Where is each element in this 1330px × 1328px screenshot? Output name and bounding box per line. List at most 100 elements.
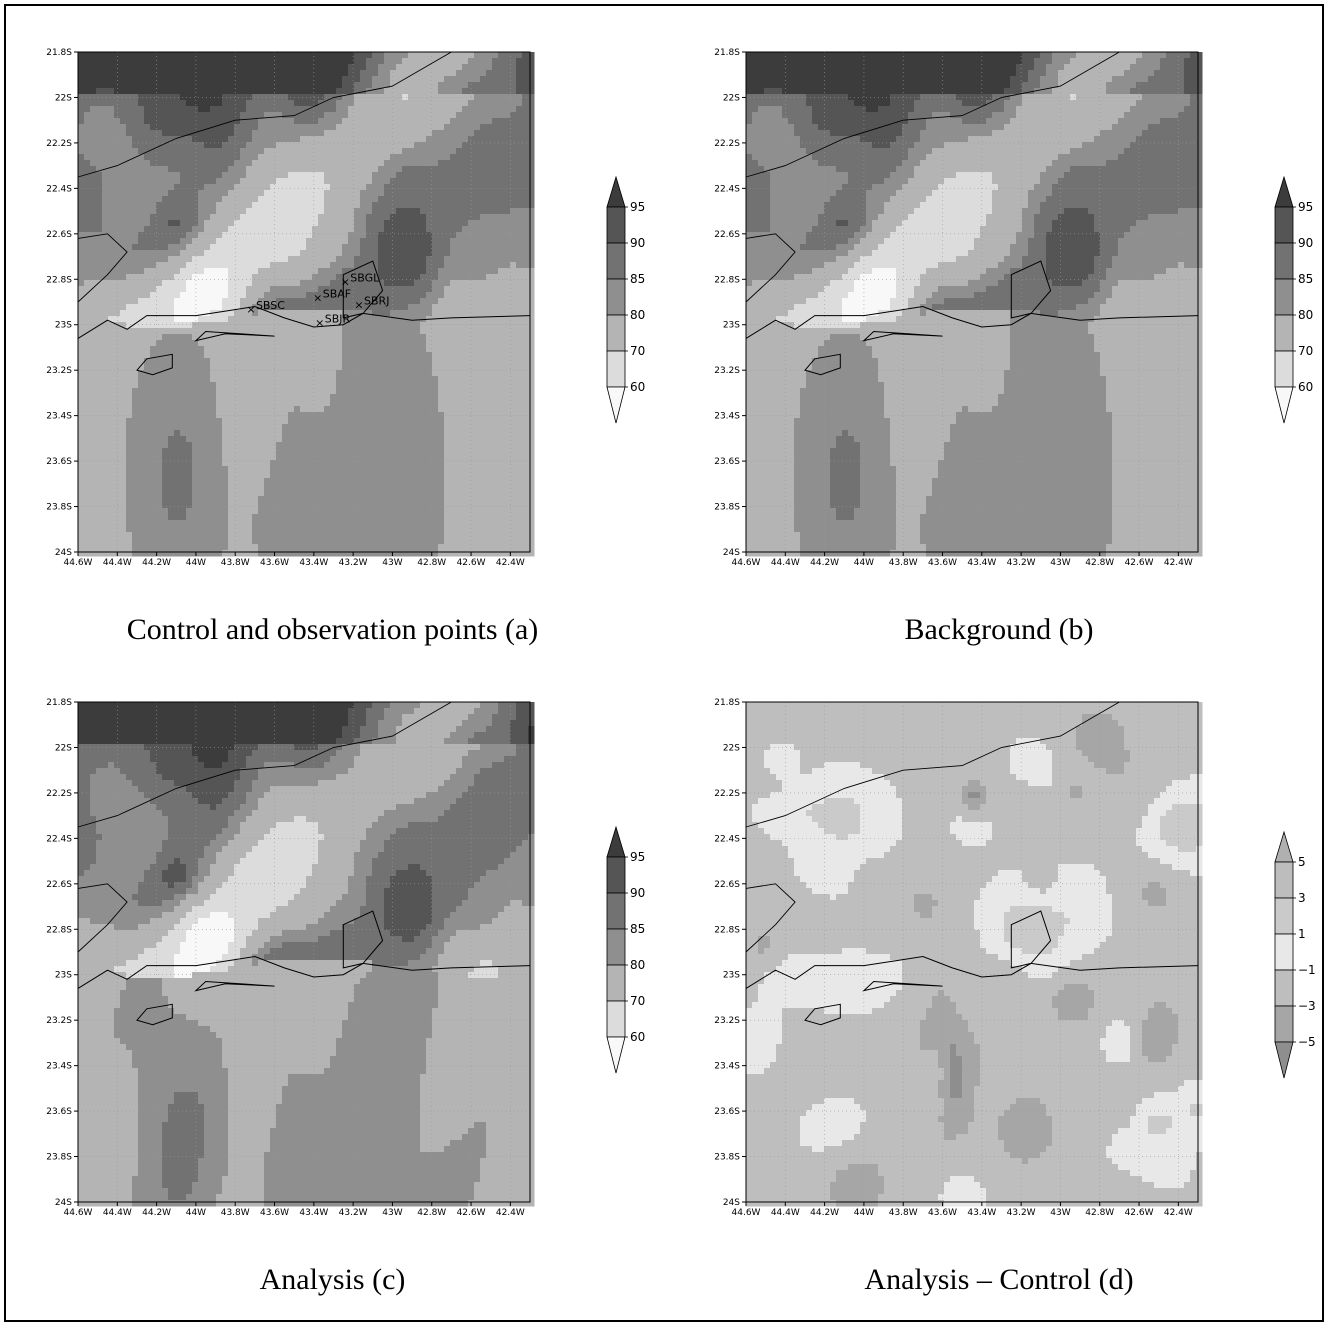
lon-tick-label: 44W xyxy=(854,1208,874,1218)
guanabara-bay xyxy=(342,260,384,319)
lon-tick-label: 42.6W xyxy=(457,558,486,568)
lat-tick-label: 24S xyxy=(55,548,72,558)
colorbar-level-label: 60 xyxy=(630,380,645,394)
west-border xyxy=(77,233,128,303)
lon-tick-label: 43.4W xyxy=(967,1208,996,1218)
caption-background: Background (b) xyxy=(668,613,1330,647)
lon-tick-label: 43.8W xyxy=(221,558,250,568)
lon-tick-label: 43W xyxy=(382,1208,402,1218)
colorbar-level-label: 60 xyxy=(1298,380,1313,394)
lon-tick-label: 42.8W xyxy=(417,558,446,568)
station-marker: × xyxy=(246,303,255,316)
lon-tick-label: 43W xyxy=(382,558,402,568)
lat-tick-label: 23S xyxy=(723,971,740,981)
marambaia xyxy=(862,330,943,342)
state-border xyxy=(77,701,452,828)
caption-control: Control and observation points (a) xyxy=(0,613,665,647)
lat-tick-label: 22S xyxy=(723,743,740,753)
lon-tick-label: 43.2W xyxy=(339,558,368,568)
lat-tick-label: 22.2S xyxy=(714,789,740,799)
plot-frame xyxy=(745,701,1199,1203)
lat-tick-label: 23.4S xyxy=(714,412,740,422)
lat-tick-label: 22.6S xyxy=(46,230,72,240)
lon-tick-label: 43.6W xyxy=(928,558,957,568)
lat-tick-label: 22.8S xyxy=(46,925,72,935)
lat-tick-label: 23.2S xyxy=(714,1016,740,1026)
guanabara-bay xyxy=(342,910,384,969)
lat-tick-label: 24S xyxy=(55,1198,72,1208)
lon-tick-label: 44.2W xyxy=(810,558,839,568)
lon-tick-label: 44.2W xyxy=(810,1208,839,1218)
lat-tick-label: 22.8S xyxy=(46,275,72,285)
lat-tick-label: 22S xyxy=(55,93,72,103)
lat-tick-label: 23.4S xyxy=(714,1062,740,1072)
station-label: SBAF xyxy=(323,287,351,300)
lat-tick-label: 23.6S xyxy=(46,1107,72,1117)
lat-tick-label: 22.2S xyxy=(46,139,72,149)
lat-tick-label: 21.8S xyxy=(46,698,72,708)
colorbar-level-label: 5 xyxy=(1298,855,1306,869)
lon-tick-label: 42.4W xyxy=(496,1208,525,1218)
colorbar-level-label: 95 xyxy=(630,850,645,864)
guanabara-bay xyxy=(1010,910,1052,969)
lon-tick-label: 43.6W xyxy=(260,558,289,568)
colorbar-level-label: −1 xyxy=(1298,963,1316,977)
lat-tick-label: 23.6S xyxy=(714,1107,740,1117)
station-label: SBSC xyxy=(256,299,285,312)
lon-tick-label: 43.8W xyxy=(889,558,918,568)
lat-tick-label: 22.4S xyxy=(714,184,740,194)
marambaia xyxy=(194,980,275,992)
colorbar: 5 3 1 −1 −3 −5 xyxy=(1274,830,1316,1079)
panel-analysis: 21.8S 22S 22.2S 22.4S 22.6S 22.8S 23S 23.2S 23.4… xyxy=(0,650,665,1300)
lon-tick-label: 42.6W xyxy=(457,1208,486,1218)
colorbar-level-label: 80 xyxy=(630,308,645,322)
lon-tick-label: 42.6W xyxy=(1125,558,1154,568)
lon-tick-label: 44W xyxy=(186,558,206,568)
plot-frame xyxy=(745,51,1199,553)
colorbar-level-label: 70 xyxy=(1298,344,1313,358)
lat-tick-label: 23.4S xyxy=(46,412,72,422)
map-background: 21.8S 22S 22.2S 22.4S 22.6S 22.8S 23S 23.2S 23.4… xyxy=(714,48,1313,568)
colorbar-level-label: 90 xyxy=(1298,236,1313,250)
lat-tick-label: 21.8S xyxy=(46,48,72,58)
lon-tick-label: 43.4W xyxy=(299,558,328,568)
lat-tick-label: 23.8S xyxy=(46,1153,72,1163)
map-analysis: 21.8S 22S 22.2S 22.4S 22.6S 22.8S 23S 23.2S 23.4… xyxy=(46,698,645,1218)
state-border xyxy=(745,701,1120,828)
lat-tick-label: 23.8S xyxy=(714,503,740,513)
panel-background: 21.8S 22S 22.2S 22.4S 22.6S 22.8S 23S 23.2S 23.4… xyxy=(668,0,1330,650)
lon-tick-label: 42.8W xyxy=(1085,558,1114,568)
colorbar-level-label: −3 xyxy=(1298,999,1316,1013)
lon-tick-label: 44W xyxy=(854,558,874,568)
panel-difference: 21.8S 22S 22.2S 22.4S 22.6S 22.8S 23S 23.2S 23.4… xyxy=(668,650,1330,1300)
lat-tick-label: 22.4S xyxy=(714,834,740,844)
lon-tick-label: 43.2W xyxy=(1007,1208,1036,1218)
lon-tick-label: 43.8W xyxy=(889,1208,918,1218)
colorbar-level-label: 70 xyxy=(630,344,645,358)
lat-tick-label: 21.8S xyxy=(714,698,740,708)
plot-frame xyxy=(77,51,531,553)
lon-tick-label: 43.4W xyxy=(967,558,996,568)
lat-tick-label: 21.8S xyxy=(714,48,740,58)
lon-tick-label: 42.4W xyxy=(496,558,525,568)
colorbar: 95 90 85 80 70 60 xyxy=(606,825,645,1074)
contour-field xyxy=(746,702,1203,1207)
guanabara-bay xyxy=(1010,260,1052,319)
state-border xyxy=(745,51,1120,178)
colorbar-level-label: −5 xyxy=(1298,1035,1316,1049)
lon-tick-label: 44.4W xyxy=(771,558,800,568)
contour-field xyxy=(746,52,1203,557)
station-marker: × xyxy=(341,276,350,289)
coastline xyxy=(77,955,531,989)
lat-tick-label: 22.6S xyxy=(714,880,740,890)
lon-tick-label: 43.6W xyxy=(928,1208,957,1218)
lat-tick-label: 23.8S xyxy=(46,503,72,513)
colorbar: 95 90 85 80 70 60 xyxy=(606,175,645,424)
panel-control: 21.8S 22S 22.2S 22.4S 22.6S 22.8S 23S 23.2S 23.4… xyxy=(0,0,665,650)
map-control: 21.8S 22S 22.2S 22.4S 22.6S 22.8S 23S 23.2S 23.4… xyxy=(46,48,645,568)
ilha-grande xyxy=(136,353,173,376)
lat-tick-label: 23S xyxy=(55,321,72,331)
lon-tick-label: 43.2W xyxy=(1007,558,1036,568)
marambaia xyxy=(862,980,943,992)
lat-tick-label: 22S xyxy=(55,743,72,753)
